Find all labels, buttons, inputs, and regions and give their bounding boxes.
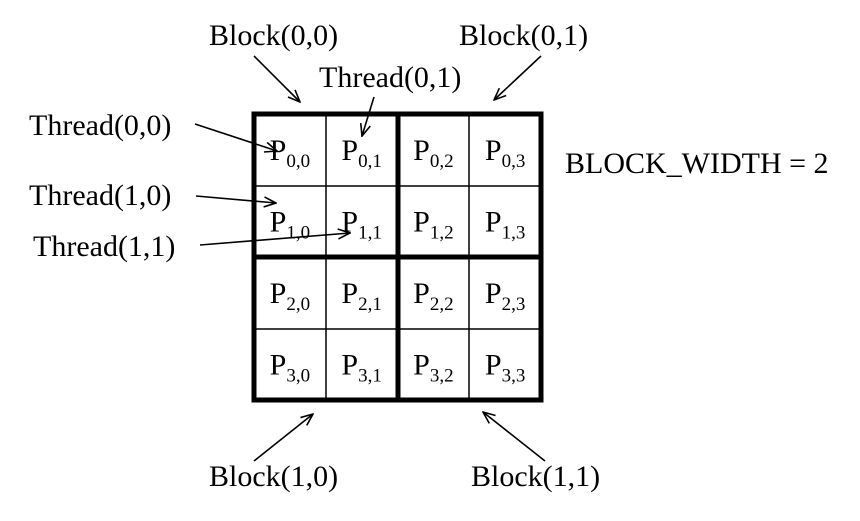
matrix-cell-index: 3,0 (286, 365, 310, 386)
matrix-cell-index: 2,2 (430, 294, 454, 315)
matrix-cell-symbol: P (485, 277, 502, 310)
matrix-cell-index: 2,1 (358, 294, 382, 315)
arrow-thread-1-1 (199, 233, 350, 246)
arrows (194, 55, 546, 462)
matrix-cell-symbol: P (413, 348, 430, 381)
matrix-cell-p-1-1: P1,1 (341, 205, 381, 243)
matrix-cell-index: 3,2 (430, 365, 454, 386)
matrix-cell-symbol: P (270, 134, 287, 167)
matrix-cell-p-3-2: P3,2 (413, 348, 453, 386)
matrix-cell-symbol: P (485, 134, 502, 167)
matrix-cell-index: 1,0 (286, 222, 310, 243)
matrix-cell-symbol: P (270, 277, 287, 310)
matrix-cell-symbol: P (413, 205, 430, 238)
matrix-cell-p-2-1: P2,1 (341, 277, 381, 315)
matrix-cell-p-0-0: P0,0 (270, 134, 310, 172)
matrix-cell-index: 0,0 (286, 151, 310, 172)
matrix-cell-index: 0,3 (502, 151, 526, 172)
matrix-cell-index: 0,1 (358, 151, 382, 172)
matrix-cell-p-2-0: P2,0 (270, 277, 310, 315)
matrix-cell-index: 1,1 (358, 222, 382, 243)
matrix-cell-symbol: P (270, 205, 287, 238)
matrix-cell-p-0-2: P0,2 (413, 134, 453, 172)
arrow-block-0-1 (494, 55, 542, 100)
block-width-label: BLOCK_WIDTH = 2 (565, 147, 829, 180)
arrow-block-1-0 (253, 414, 313, 462)
matrix-grid (251, 111, 544, 403)
matrix-cell-symbol: P (341, 277, 358, 310)
matrix-cell-p-0-1: P0,1 (341, 134, 381, 172)
thread-0-1-label: Thread(0,1) (319, 61, 461, 94)
block-1-1-label: Block(1,1) (471, 460, 600, 493)
matrix-cell-p-0-3: P0,3 (485, 134, 525, 172)
arrow-block-1-1 (483, 412, 546, 462)
matrix-cell-symbol: P (413, 277, 430, 310)
block-1-0-label: Block(1,0) (209, 460, 338, 493)
matrix-cell-index: 1,3 (502, 222, 526, 243)
arrow-thread-0-0 (194, 123, 277, 151)
arrow-block-0-0 (253, 55, 300, 102)
matrix-cell-p-2-3: P2,3 (485, 277, 525, 315)
matrix-cell-symbol: P (341, 348, 358, 381)
thread-0-0-label: Thread(0,0) (29, 109, 171, 142)
matrix-cell-index: 2,3 (502, 294, 526, 315)
thread-1-0-label: Thread(1,0) (29, 179, 171, 212)
matrix-cell-symbol: P (270, 348, 287, 381)
matrix-cell-index: 3,3 (502, 365, 526, 386)
matrix-cell-symbol: P (485, 205, 502, 238)
matrix-cell-symbol: P (413, 134, 430, 167)
matrix-cell-p-3-0: P3,0 (270, 348, 310, 386)
thread-1-1-label: Thread(1,1) (33, 230, 175, 263)
matrix-cell-p-1-3: P1,3 (485, 205, 525, 243)
block-0-1-label: Block(0,1) (459, 19, 588, 52)
matrix-cell-symbol: P (341, 134, 358, 167)
matrix-cell-p-2-2: P2,2 (413, 277, 453, 315)
matrix-cell-index: 3,1 (358, 365, 382, 386)
matrix-cells: P0,0 P0,1 P0,2 P0,3P1,0 P1,1 P1,2 P1,3P2,0 P2,1… (270, 134, 526, 387)
matrix-cell-symbol: P (485, 348, 502, 381)
block-0-0-label: Block(0,0) (209, 19, 338, 52)
matrix-cell-p-3-3: P3,3 (485, 348, 525, 386)
matrix-cell-index: 0,2 (430, 151, 454, 172)
matrix-outer-border (251, 111, 544, 403)
matrix-cell-p-1-2: P1,2 (413, 205, 453, 243)
arrow-thread-0-1 (362, 96, 375, 136)
matrix-cell-p-3-1: P3,1 (341, 348, 381, 386)
arrow-thread-1-0 (195, 195, 276, 203)
matrix-cell-index: 2,0 (286, 294, 310, 315)
matrix-cell-index: 1,2 (430, 222, 454, 243)
